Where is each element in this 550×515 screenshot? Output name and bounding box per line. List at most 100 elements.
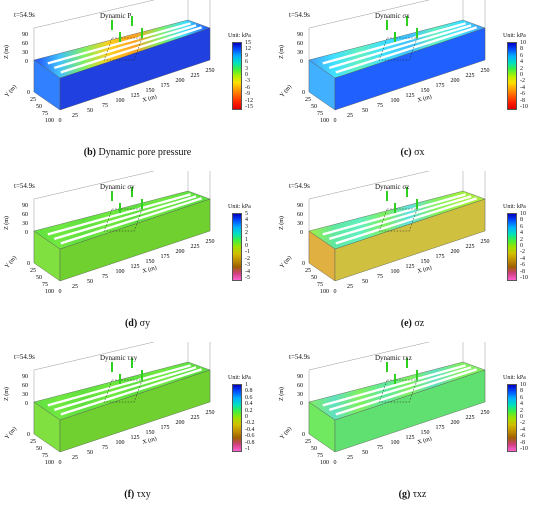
structure-outline bbox=[378, 208, 418, 232]
x-axis-label: X (m) bbox=[142, 264, 158, 275]
box-wireframe bbox=[308, 342, 464, 371]
tunnel-strip bbox=[60, 197, 202, 245]
structure-outline bbox=[378, 37, 418, 61]
colorbar-tick: -6 bbox=[520, 262, 525, 269]
z-tick: 60 bbox=[297, 41, 303, 47]
figure-panel-b: Z (m) 90 60 30 0 Y (m) 100 75 50 25 0 0 25 50 75 100 125… bbox=[0, 0, 275, 171]
colorbar-tick: 0 bbox=[245, 71, 248, 78]
x-tick: 175 bbox=[161, 425, 170, 431]
caption-letter: (b) bbox=[83, 147, 96, 158]
y-tick: 25 bbox=[305, 268, 311, 274]
z-axis-label: Z (m) bbox=[3, 387, 10, 401]
z-tick: 0 bbox=[300, 401, 303, 407]
z-axis-label: Z (m) bbox=[278, 45, 285, 59]
x-tick: 250 bbox=[206, 68, 215, 74]
box-wireframe bbox=[33, 171, 189, 200]
x-axis-label: X (m) bbox=[417, 93, 433, 104]
tunnel-strip bbox=[328, 366, 472, 412]
y-tick: 75 bbox=[42, 453, 48, 459]
x-tick: 100 bbox=[391, 269, 400, 275]
colorbar-ticks: 5 4 3 2 1 0 -1 -2 -3 -4 -5 bbox=[245, 211, 250, 281]
caption-text: τxy bbox=[136, 489, 151, 500]
tunnel-strip bbox=[328, 24, 472, 70]
structure-outline bbox=[103, 37, 143, 61]
x-tick: 100 bbox=[116, 440, 125, 446]
x-tick: 200 bbox=[176, 420, 185, 426]
structure-outline bbox=[103, 379, 143, 403]
colorbar-tick: 5 bbox=[245, 211, 248, 217]
y-tick: 100 bbox=[45, 289, 54, 295]
colorbar-tick: -4 bbox=[245, 268, 250, 275]
colorbar-tick: -10 bbox=[520, 274, 528, 281]
z-tick: 0 bbox=[25, 401, 28, 407]
y-tick: 50 bbox=[311, 104, 317, 110]
y-axis-label: Y (m) bbox=[279, 425, 294, 440]
tunnel-strip bbox=[328, 195, 472, 241]
x-tick: 50 bbox=[362, 108, 368, 114]
tunnel-strip bbox=[335, 26, 477, 74]
colorbar-tick: 0 bbox=[520, 242, 523, 249]
z-tick: 60 bbox=[22, 212, 28, 218]
x-tick: 175 bbox=[436, 425, 445, 431]
colorbar-tick: 0.8 bbox=[245, 388, 253, 395]
z-tick: 90 bbox=[297, 32, 303, 38]
colorbar-tick: 0 bbox=[245, 242, 248, 249]
time-label: t=54.9s bbox=[289, 353, 310, 361]
x-tick: 100 bbox=[116, 269, 125, 275]
figure-panel-d: Z (m) 90 60 30 0 Y (m) 100 75 50 25 0 0 25 50 75 100 125… bbox=[0, 171, 275, 342]
y-tick: 75 bbox=[317, 111, 323, 117]
colorbar-unit: Unit: kPa bbox=[503, 375, 526, 381]
x-tick: 150 bbox=[146, 259, 155, 265]
x-tick: 250 bbox=[481, 410, 490, 416]
y-tick: 100 bbox=[45, 460, 54, 466]
box-wireframe bbox=[33, 0, 189, 29]
box-wireframe bbox=[33, 342, 189, 371]
x-tick: 50 bbox=[87, 108, 93, 114]
panel-title: Dynamic σx bbox=[375, 12, 410, 20]
x-tick: 250 bbox=[481, 239, 490, 245]
colorbar-tick: -6 bbox=[245, 84, 250, 91]
y-axis-label: Y (m) bbox=[279, 83, 294, 98]
x-tick: 225 bbox=[191, 415, 200, 421]
x-tick: 200 bbox=[451, 420, 460, 426]
tunnel-strip bbox=[53, 24, 197, 70]
panel-title: Dynamic P bbox=[100, 12, 132, 20]
y-tick: 0 bbox=[302, 261, 305, 267]
x-tick: 50 bbox=[362, 279, 368, 285]
colorbar-tick: -0.2 bbox=[245, 420, 255, 427]
colorbar-tick: -9 bbox=[245, 91, 250, 98]
colorbar-tick: -10 bbox=[520, 445, 528, 452]
colorbar-tick: 6 bbox=[520, 52, 523, 59]
x-tick: 0 bbox=[334, 460, 337, 466]
colorbar-tick: -5 bbox=[245, 274, 250, 281]
z-tick: 30 bbox=[297, 221, 303, 227]
x-tick: 175 bbox=[436, 254, 445, 260]
x-tick: 125 bbox=[406, 264, 415, 270]
colorbar-tick: -4 bbox=[520, 255, 525, 262]
colorbar-tick: 4 bbox=[520, 230, 523, 237]
colorbar-tick: -0.4 bbox=[245, 426, 255, 433]
x-tick: 175 bbox=[161, 83, 170, 89]
tunnel-strip bbox=[47, 22, 191, 65]
x-tick: 200 bbox=[176, 78, 185, 84]
z-tick: 30 bbox=[22, 221, 28, 227]
colorbar-tick: 0 bbox=[520, 71, 523, 78]
colorbar-tick: -6 bbox=[520, 433, 525, 440]
tunnel-strip bbox=[335, 368, 477, 416]
y-tick: 50 bbox=[36, 446, 42, 452]
x-tick: 50 bbox=[87, 450, 93, 456]
panel-caption: (c) σx bbox=[275, 147, 550, 158]
z-tick: 90 bbox=[22, 374, 28, 380]
box-wireframe bbox=[308, 0, 464, 29]
x-tick: 25 bbox=[72, 113, 78, 119]
colorbar-ticks: 10 8 6 4 2 0 -2 -4 -6 -8 -10 bbox=[520, 211, 528, 281]
x-tick: 100 bbox=[391, 98, 400, 104]
z-tick: 90 bbox=[297, 203, 303, 209]
y-tick: 25 bbox=[30, 97, 36, 103]
time-label: t=54.9s bbox=[14, 11, 35, 19]
y-tick: 0 bbox=[302, 90, 305, 96]
structure-outline bbox=[378, 379, 418, 403]
z-tick: 0 bbox=[25, 230, 28, 236]
z-tick: 0 bbox=[300, 230, 303, 236]
